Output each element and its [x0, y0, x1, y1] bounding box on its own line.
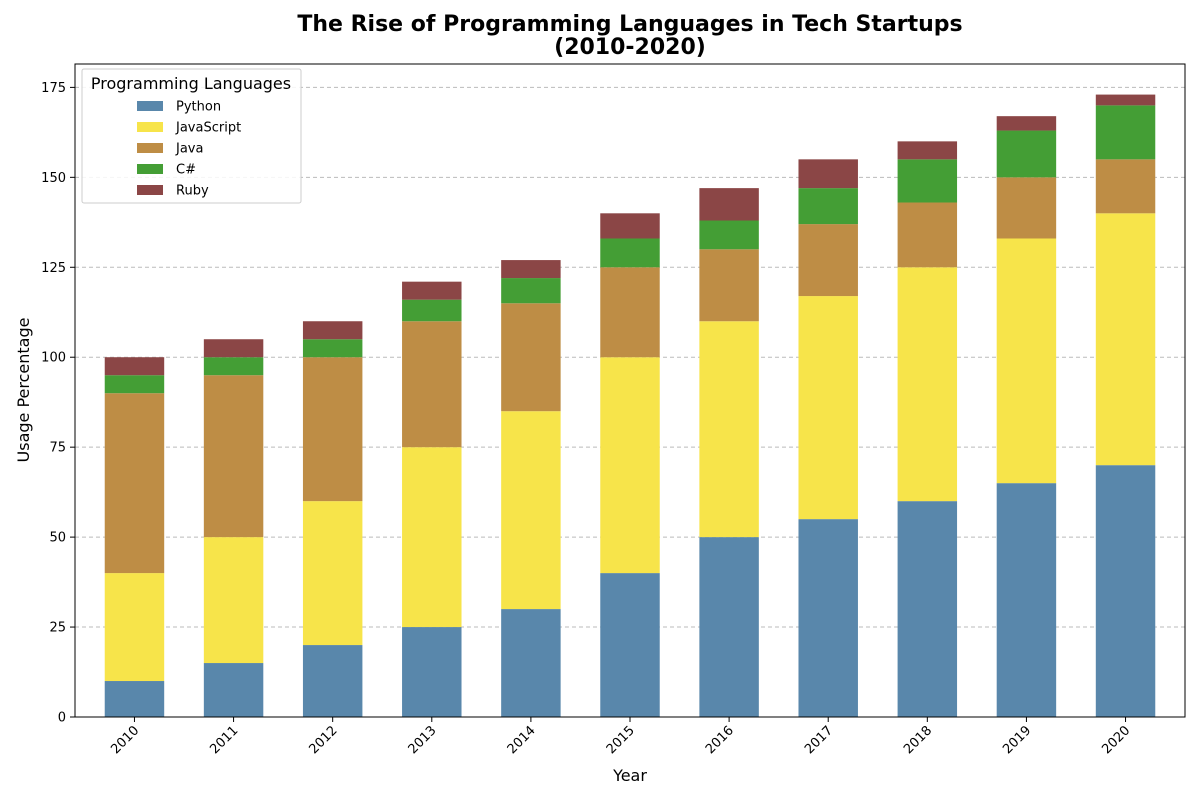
- bar-ruby-2010: [104, 357, 165, 376]
- y-tick-label: 75: [49, 441, 66, 456]
- bar-c-2012: [302, 339, 363, 358]
- bar-java-2011: [203, 375, 264, 538]
- bar-ruby-2016: [699, 188, 759, 221]
- bar-python-2011: [203, 663, 264, 717]
- bar-c-2015: [600, 238, 660, 268]
- legend-box: [81, 68, 302, 204]
- bar-javascript-2018: [897, 267, 958, 502]
- bar-c-2010: [104, 375, 165, 394]
- x-axis-label: Year: [612, 766, 647, 785]
- legend-label: C#: [176, 163, 196, 178]
- y-axis: 0 25 50 75 100 125 150 175: [41, 81, 75, 726]
- bar-python-2012: [302, 645, 363, 717]
- bar-c-2011: [203, 357, 264, 376]
- x-tick-label: 2011: [207, 723, 241, 757]
- legend: Programming Languages Python JavaScript Ja…: [81, 68, 302, 204]
- bar-ruby-2013: [402, 281, 462, 300]
- y-tick-label: 125: [41, 261, 66, 276]
- bar-c-2013: [402, 299, 462, 322]
- bar-c-2016: [699, 220, 759, 250]
- bar-java-2016: [699, 249, 759, 322]
- legend-swatch: [137, 185, 163, 195]
- bar-c-2018: [897, 159, 958, 203]
- bar-ruby-2020: [1095, 94, 1156, 106]
- bar-javascript-2015: [600, 357, 660, 574]
- bar-javascript-2020: [1095, 213, 1156, 466]
- bar-python-2013: [402, 627, 462, 717]
- bar-python-2020: [1095, 465, 1156, 717]
- x-tick-label: 2013: [406, 723, 440, 757]
- bar-python-2017: [798, 519, 858, 717]
- legend-label: Python: [176, 100, 221, 115]
- bar-java-2014: [501, 303, 561, 412]
- x-axis: 2010 2011 2012 2013 2014 2015 2016 2017 2018 2019…: [108, 717, 1133, 757]
- y-axis-label: Usage Percentage: [14, 318, 33, 463]
- bar-java-2017: [798, 224, 858, 297]
- x-tick-label: 2018: [901, 723, 935, 757]
- bar-java-2013: [402, 321, 462, 448]
- bar-ruby-2014: [501, 260, 561, 279]
- legend-swatch: [137, 101, 163, 111]
- x-tick-label: 2015: [604, 723, 638, 757]
- bar-c-2020: [1095, 105, 1156, 160]
- bar-javascript-2012: [302, 501, 363, 646]
- bar-ruby-2015: [600, 213, 660, 239]
- bar-javascript-2016: [699, 321, 759, 538]
- bar-javascript-2010: [104, 573, 165, 682]
- bar-python-2010: [104, 681, 165, 717]
- bar-java-2019: [996, 177, 1057, 239]
- bar-ruby-2017: [798, 159, 858, 189]
- bar-c-2019: [996, 130, 1057, 178]
- bar-javascript-2013: [402, 447, 462, 628]
- y-tick-label: 150: [41, 171, 66, 186]
- bar-javascript-2014: [501, 411, 561, 610]
- y-tick-label: 175: [41, 81, 66, 96]
- x-tick-label: 2016: [703, 723, 737, 757]
- bar-javascript-2011: [203, 537, 264, 664]
- y-tick-label: 25: [49, 621, 66, 636]
- bar-python-2018: [897, 501, 958, 717]
- bar-javascript-2017: [798, 296, 858, 520]
- bar-c-2017: [798, 188, 858, 225]
- bar-python-2015: [600, 573, 660, 717]
- x-tick-label: 2020: [1099, 723, 1133, 757]
- legend-swatch: [137, 143, 163, 153]
- legend-swatch: [137, 122, 163, 132]
- x-tick-label: 2017: [802, 723, 836, 757]
- bar-ruby-2019: [996, 116, 1057, 131]
- bars: [104, 94, 1156, 717]
- bar-python-2019: [996, 483, 1057, 717]
- bar-java-2015: [600, 267, 660, 358]
- bar-ruby-2011: [203, 339, 264, 358]
- bar-ruby-2012: [302, 321, 363, 340]
- legend-label: Java: [175, 142, 203, 157]
- bar-python-2014: [501, 609, 561, 717]
- x-tick-label: 2014: [505, 723, 539, 757]
- bar-java-2018: [897, 202, 958, 268]
- bar-java-2020: [1095, 159, 1156, 214]
- legend-swatch: [137, 164, 163, 174]
- x-tick-label: 2019: [1000, 723, 1034, 757]
- chart-title-line-1: The Rise of Programming Languages in Tec…: [297, 12, 962, 37]
- legend-label: Ruby: [176, 184, 209, 199]
- bar-python-2016: [699, 537, 759, 717]
- bar-java-2012: [302, 357, 363, 502]
- bar-java-2010: [104, 393, 165, 574]
- legend-title: Programming Languages: [91, 74, 291, 93]
- bar-javascript-2019: [996, 238, 1057, 484]
- y-tick-label: 50: [49, 531, 66, 546]
- chart-title-line-2: (2010-2020): [554, 35, 706, 60]
- legend-items: Python JavaScript Java C# Ruby: [137, 100, 241, 199]
- y-tick-label: 100: [41, 351, 66, 366]
- bar-c-2014: [501, 278, 561, 304]
- x-tick-label: 2010: [108, 723, 142, 757]
- bar-ruby-2018: [897, 141, 958, 160]
- legend-label: JavaScript: [175, 121, 241, 136]
- y-tick-label: 0: [58, 711, 66, 726]
- x-tick-label: 2012: [306, 723, 340, 757]
